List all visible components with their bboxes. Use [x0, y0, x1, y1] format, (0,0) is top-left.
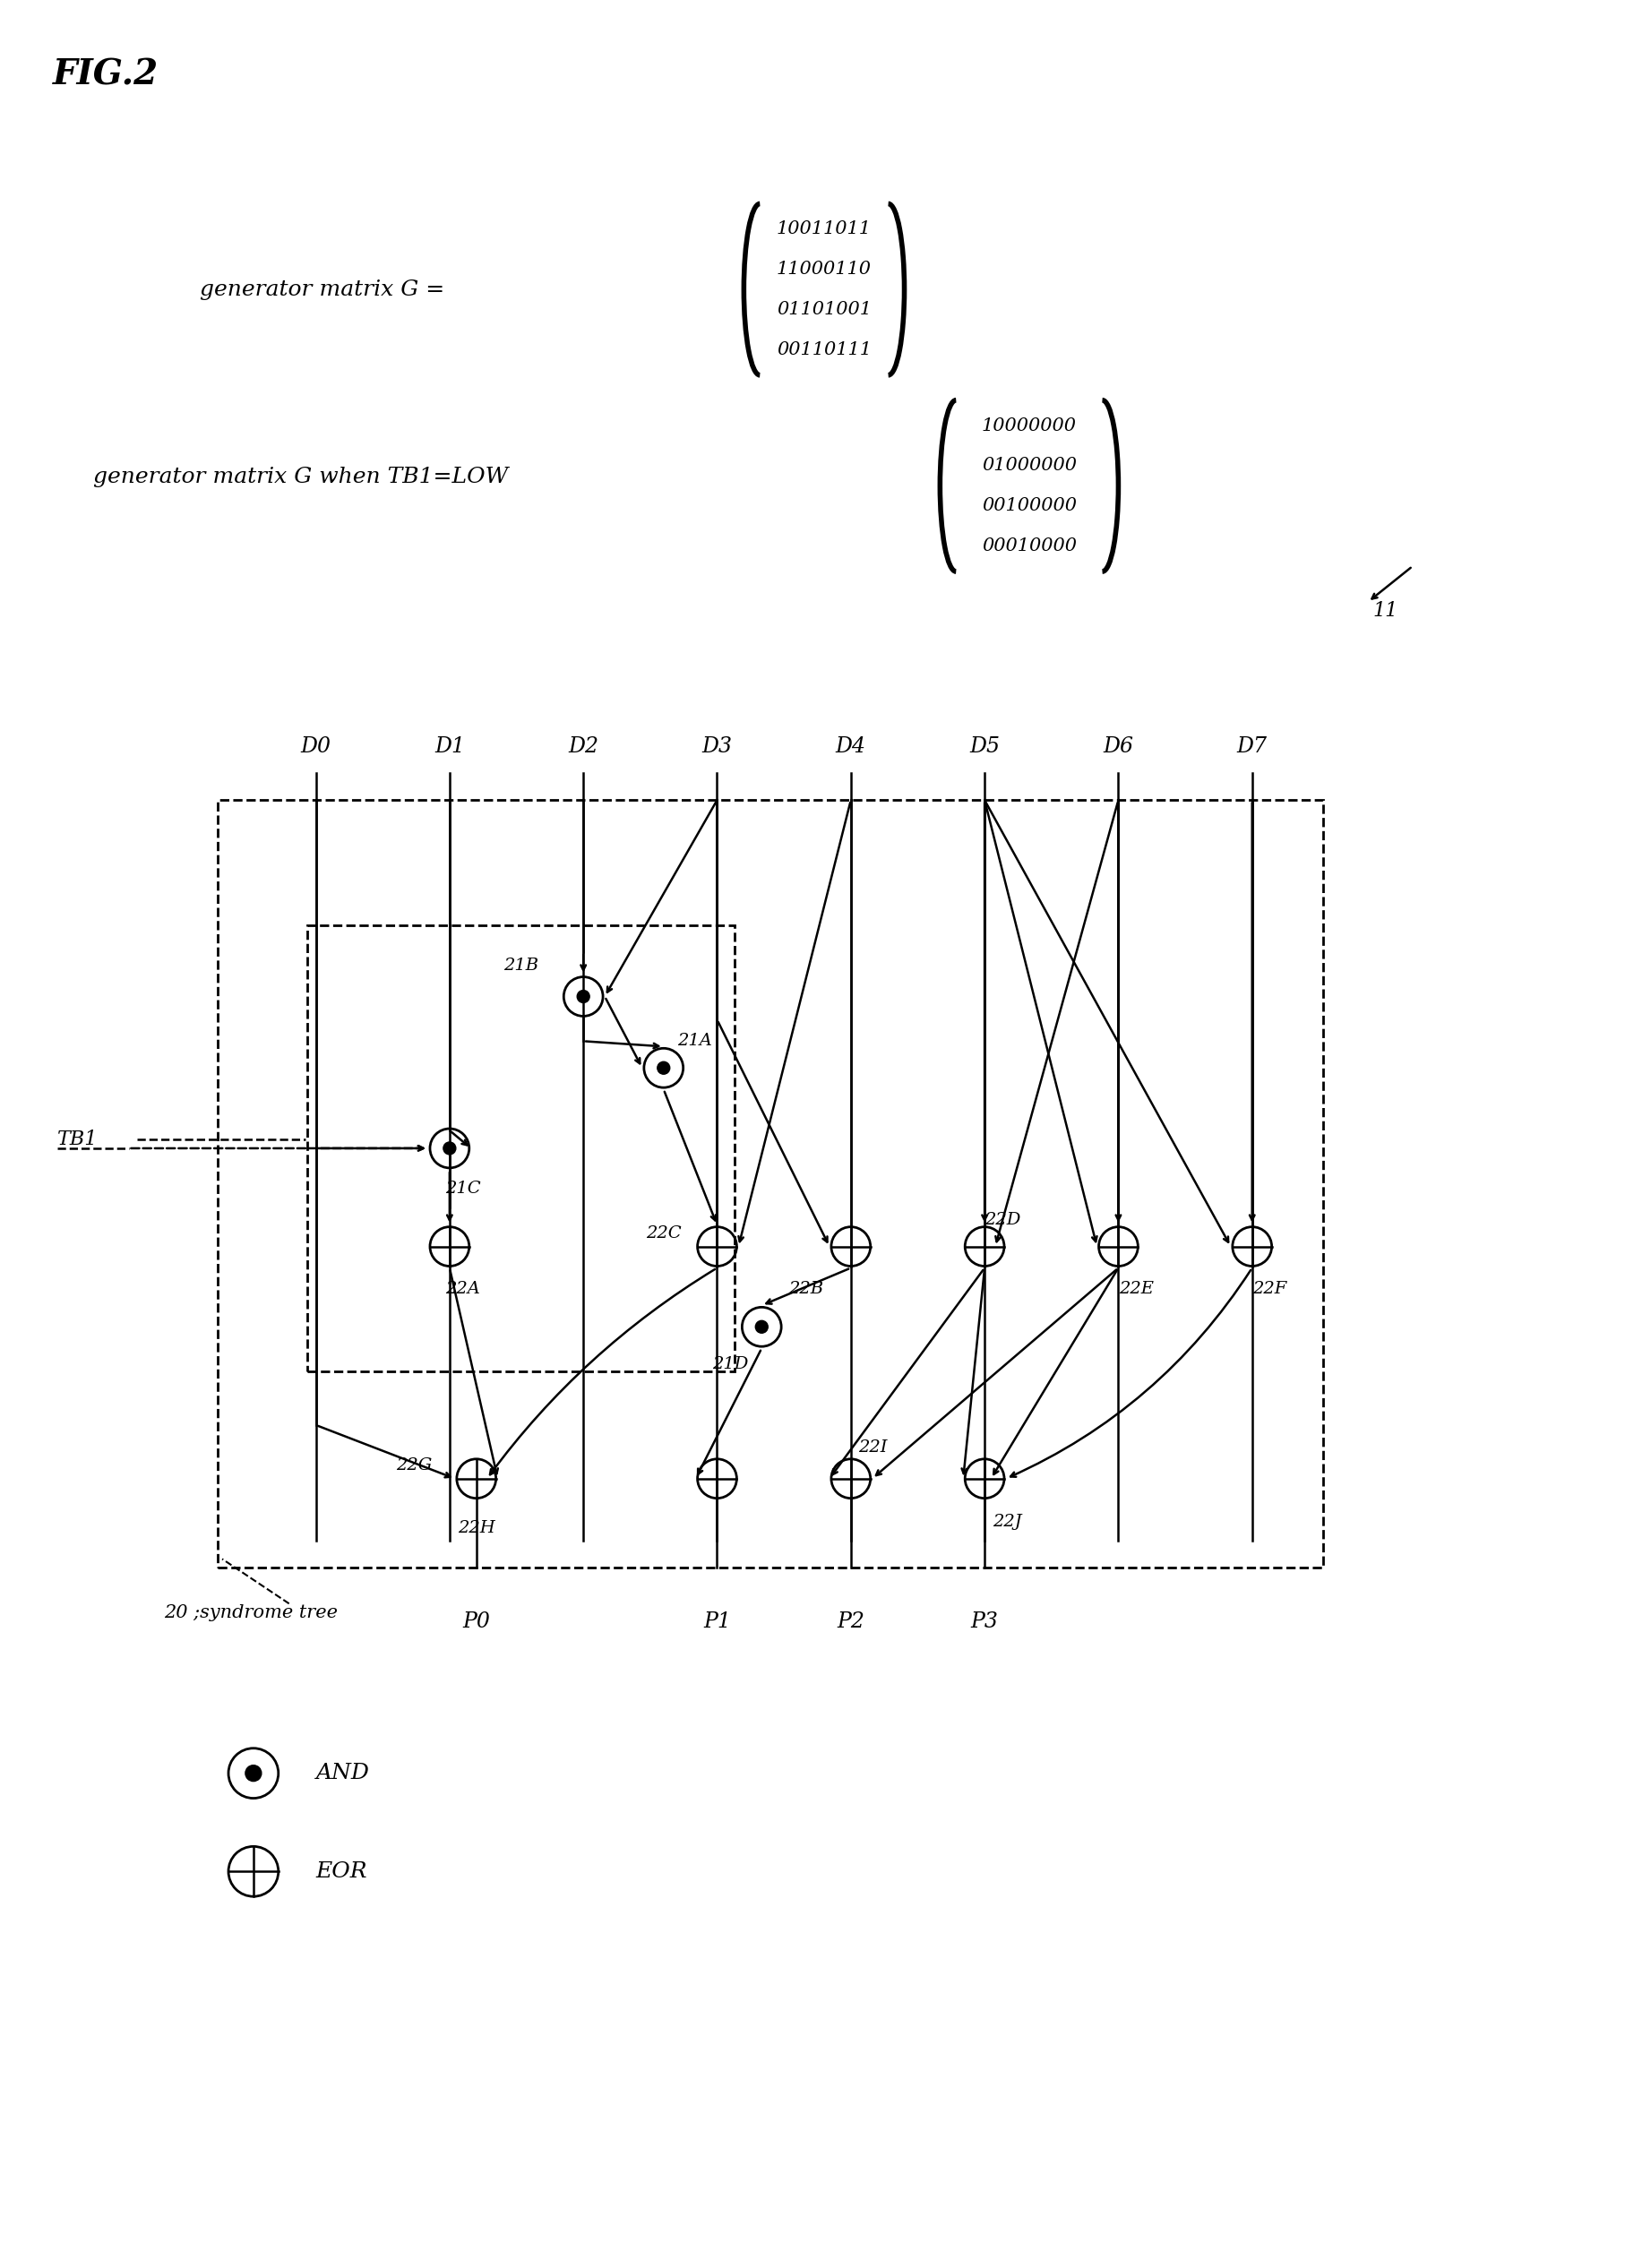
Text: D0: D0	[301, 737, 331, 758]
Text: 22H: 22H	[457, 1520, 494, 1535]
Circle shape	[245, 1765, 262, 1780]
Text: D7: D7	[1237, 737, 1266, 758]
Text: D2: D2	[567, 737, 598, 758]
Text: D4: D4	[835, 737, 866, 758]
Text: 22J: 22J	[991, 1513, 1020, 1529]
Text: TB1: TB1	[57, 1129, 98, 1150]
Text: 21D: 21D	[712, 1356, 748, 1372]
Text: 22F: 22F	[1253, 1281, 1287, 1297]
Text: AND: AND	[315, 1762, 369, 1783]
Text: EOR: EOR	[315, 1862, 367, 1882]
Text: D3: D3	[702, 737, 731, 758]
Text: D1: D1	[434, 737, 465, 758]
Text: 21A: 21A	[678, 1034, 712, 1050]
Circle shape	[444, 1143, 455, 1154]
Text: D6: D6	[1102, 737, 1133, 758]
Text: generator matrix G when TB1=LOW: generator matrix G when TB1=LOW	[93, 467, 507, 488]
Text: 22A: 22A	[445, 1281, 479, 1297]
Text: 00110111: 00110111	[777, 340, 871, 358]
Text: 10011011: 10011011	[777, 220, 871, 238]
Text: 22B: 22B	[788, 1281, 824, 1297]
Circle shape	[656, 1061, 669, 1075]
Text: D5: D5	[968, 737, 999, 758]
Text: 01000000: 01000000	[981, 458, 1076, 474]
Text: P0: P0	[461, 1610, 489, 1631]
Bar	[307, 925, 734, 1372]
Text: P2: P2	[837, 1610, 865, 1631]
Text: 22C: 22C	[645, 1225, 681, 1241]
Text: 20 ;syndrome tree: 20 ;syndrome tree	[164, 1603, 338, 1622]
Text: 00100000: 00100000	[981, 497, 1076, 515]
Text: 10000000: 10000000	[981, 417, 1076, 433]
Text: 22I: 22I	[858, 1440, 887, 1456]
Circle shape	[577, 991, 590, 1002]
Text: 11: 11	[1373, 601, 1398, 621]
Text: 22E: 22E	[1118, 1281, 1154, 1297]
Text: 01101001: 01101001	[777, 302, 871, 318]
Text: P3: P3	[970, 1610, 998, 1631]
Text: 00010000: 00010000	[981, 538, 1076, 556]
Text: 22G: 22G	[395, 1456, 432, 1474]
Text: 11000110: 11000110	[777, 261, 871, 279]
Text: 21B: 21B	[504, 957, 538, 973]
Text: P1: P1	[704, 1610, 731, 1631]
Text: 21C: 21C	[445, 1179, 481, 1198]
Circle shape	[756, 1320, 767, 1334]
Bar	[218, 801, 1323, 1567]
Text: FIG.2: FIG.2	[52, 59, 159, 93]
Text: generator matrix G =: generator matrix G =	[200, 279, 445, 299]
Text: 22D: 22D	[983, 1211, 1020, 1227]
